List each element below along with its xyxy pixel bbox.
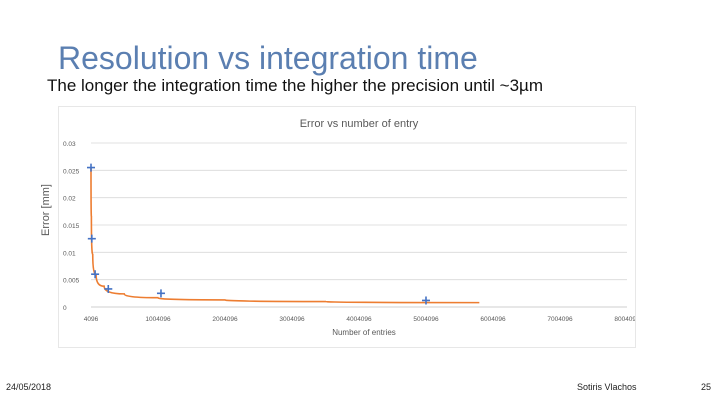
y-axis-label-holder: Error [mm] [40,184,52,236]
data-points [87,163,430,305]
x-axis-label: Number of entries [332,328,396,337]
data-point [156,289,165,298]
trendline [90,167,480,304]
footer-date: 24/05/2018 [6,382,52,392]
y-tick-label: 0 [63,305,67,312]
x-tick-labels: 4096 1004096 2004096 3004096 4004096 5004096 6… [84,316,635,323]
slide-subtitle: The longer the integration time the high… [47,76,543,95]
x-tick-label: 6004096 [480,316,506,323]
data-point [422,296,430,305]
x-tick-label: 3004096 [279,316,305,323]
footer-author: Sotiris Vlachos [577,382,637,392]
error-chart: 0 0.005 0.01 0.015 0.02 0.025 0.03 4096 1004096… [63,118,635,337]
y-tick-label: 0.03 [63,141,76,148]
chart-frame: 0 0.005 0.01 0.015 0.02 0.025 0.03 4096 1004096… [58,106,636,348]
x-tick-label: 4004096 [346,316,372,323]
x-tick-label: 4096 [84,316,99,323]
footer-page-number: 25 [701,382,712,392]
x-tick-label: 1004096 [145,316,171,323]
y-tick-label: 0.005 [63,278,80,285]
data-point [91,270,100,279]
grid-layer [91,142,627,308]
data-point [87,163,95,172]
slide-title: Resolution vs integration time [58,40,478,76]
data-point [87,234,96,243]
y-tick-label: 0.015 [63,223,80,230]
y-tick-label: 0.025 [63,168,80,175]
y-tick-labels: 0 0.005 0.01 0.015 0.02 0.025 0.03 [63,141,80,312]
data-point [104,284,113,293]
x-tick-label: 7004096 [547,316,573,323]
x-tick-label: 5004096 [413,316,439,323]
y-axis-label: Error [mm] [40,184,52,236]
y-tick-label: 0.01 [63,250,76,257]
x-tick-label: 2004096 [212,316,238,323]
x-tick-label: 8004096 [614,316,635,323]
chart-title: Error vs number of entry [300,118,419,130]
y-tick-label: 0.02 [63,196,76,203]
